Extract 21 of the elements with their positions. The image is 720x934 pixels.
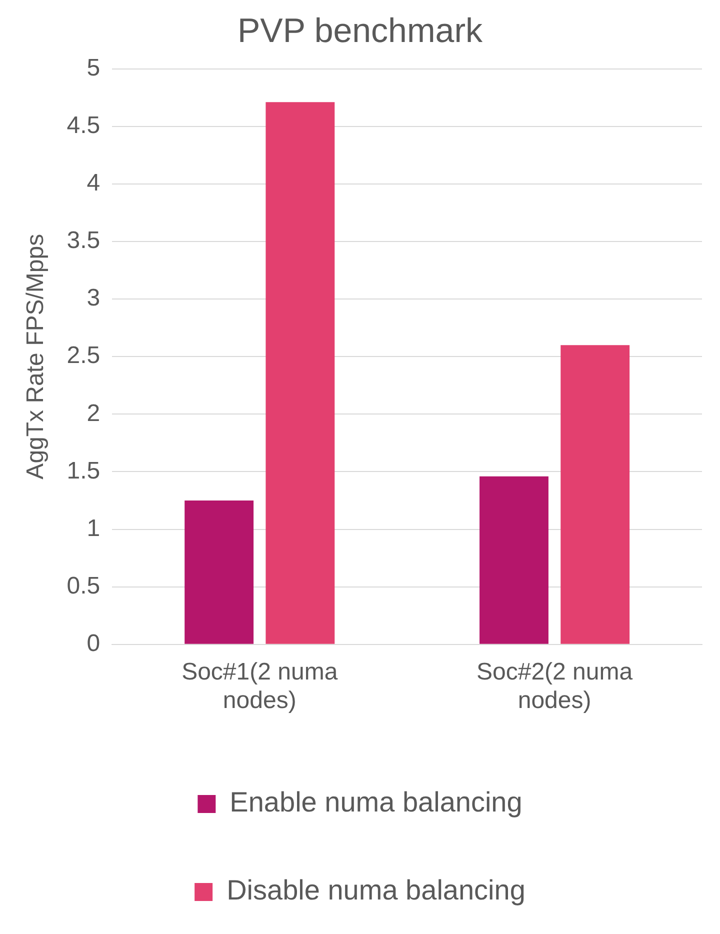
bar [560,345,630,644]
y-tick-label: 3.5 [66,227,100,254]
y-tick-label: 3 [86,284,100,312]
y-tick-label: 4 [86,170,100,197]
y-axis-title: AggTx Rate FPS/Mpps [22,234,50,480]
legend-label: Enable numa balancing [230,786,522,818]
y-tick-label: 0.5 [66,572,100,600]
y-tick-label: 2.5 [66,342,100,370]
y-tick-label: 1 [86,514,100,542]
y-tick-label: 5 [86,54,100,82]
legend-label: Disable numa balancing [226,874,526,906]
bar [266,102,335,644]
y-tick-label: 1.5 [66,457,100,484]
x-tick-label: Soc#2(2 numa nodes) [476,658,634,714]
bar [184,500,254,644]
chart-title: PVP benchmark [237,12,484,50]
y-tick-label: 0 [86,630,100,658]
x-tick-label: Soc#1(2 numa nodes) [182,658,338,714]
y-tick-label: 4.5 [66,112,100,139]
bar [480,476,548,644]
y-tick-label: 2 [86,400,100,427]
